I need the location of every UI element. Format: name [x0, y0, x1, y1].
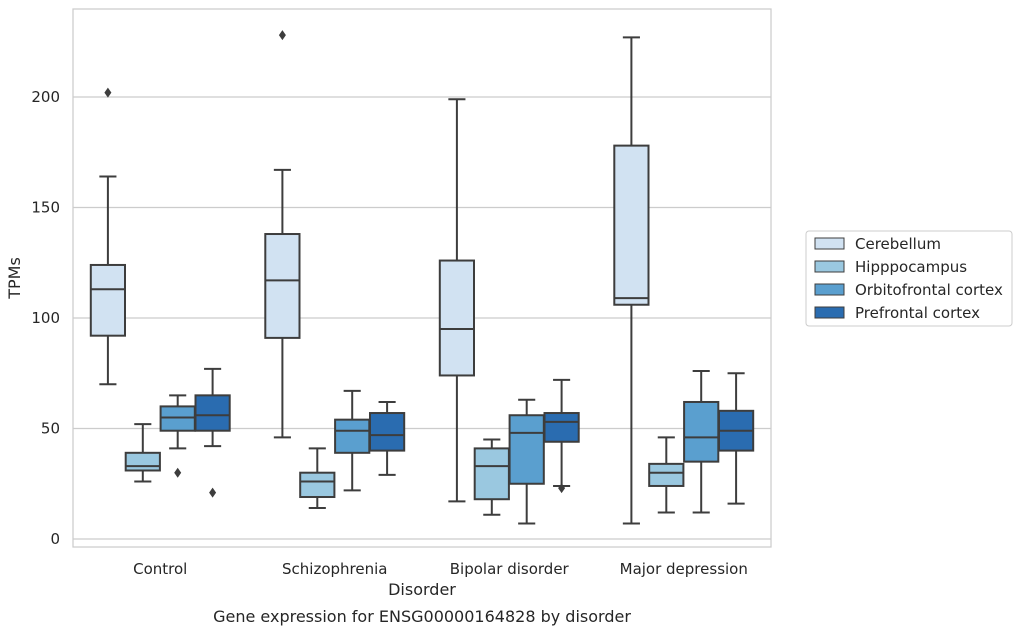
box-prefrontal-cortex — [368, 400, 406, 476]
x-tick-label: Bipolar disorder — [450, 560, 570, 578]
box-iqr — [648, 462, 685, 487]
x-tick-label: Major depression — [620, 560, 748, 578]
box-cerebellum — [264, 30, 301, 439]
box-iqr — [508, 414, 545, 485]
box-iqr — [264, 233, 301, 339]
box-orbitofrontal-cortex — [159, 394, 196, 478]
box-hipppocampus — [648, 436, 685, 514]
x-tick-labels: Control Schizophrenia Bipolar disorder Majo… — [133, 560, 748, 578]
box-iqr — [368, 412, 406, 452]
legend-label: Cerebellum — [855, 235, 941, 253]
legend-label: Prefrontal cortex — [855, 304, 980, 322]
box-iqr — [473, 447, 510, 501]
y-tick-label: 0 — [50, 530, 60, 548]
y-tick-label: 150 — [31, 199, 60, 217]
x-tick-label: Schizophrenia — [282, 560, 387, 578]
y-tick-labels: 0 50 100 150 200 — [31, 88, 60, 548]
legend-swatch — [814, 306, 845, 319]
legend: Cerebellum Hipppocampus Orbitofrontal cort… — [805, 230, 1013, 327]
legend-swatch — [814, 237, 845, 250]
box-prefrontal-cortex — [717, 372, 755, 505]
box-hipppocampus — [299, 447, 336, 510]
x-axis-label: Disorder — [388, 580, 456, 599]
outlier-point — [278, 30, 286, 41]
legend-label: Hipppocampus — [855, 258, 967, 276]
box-iqr — [299, 471, 336, 499]
box-orbitofrontal-cortex — [334, 389, 371, 492]
box-iqr — [683, 400, 720, 463]
outlier-point — [558, 483, 566, 494]
legend-swatch — [814, 260, 845, 273]
box-iqr — [613, 144, 650, 306]
box-iqr — [124, 451, 161, 472]
box-hipppocampus — [473, 438, 510, 516]
y-tick-label: 100 — [31, 309, 60, 327]
box-iqr — [194, 394, 231, 432]
y-tick-label: 50 — [41, 420, 60, 438]
box-orbitofrontal-cortex — [508, 398, 545, 525]
box-iqr — [89, 263, 127, 337]
box-hipppocampus — [124, 423, 161, 483]
chart-caption: Gene expression for ENSG00000164828 by d… — [213, 607, 631, 626]
box-prefrontal-cortex — [543, 378, 580, 494]
y-tick-label: 200 — [31, 88, 60, 106]
box-cerebellum — [438, 98, 476, 503]
outlier-point — [174, 467, 182, 478]
box-series-group — [89, 30, 755, 525]
box-prefrontal-cortex — [194, 367, 231, 498]
plot-area — [72, 8, 772, 548]
legend-swatch — [814, 283, 845, 296]
outlier-point — [209, 487, 217, 498]
outlier-point — [104, 87, 112, 98]
x-tick-label: Control — [133, 560, 187, 578]
box-iqr — [159, 405, 196, 432]
y-axis-label: TPMs — [5, 257, 24, 300]
box-iqr — [438, 259, 476, 377]
legend-label: Orbitofrontal cortex — [855, 281, 1003, 299]
box-cerebellum — [89, 87, 127, 386]
box-iqr — [334, 418, 371, 454]
box-cerebellum — [613, 36, 650, 525]
box-iqr — [543, 412, 580, 443]
legend-frame — [805, 230, 1013, 327]
